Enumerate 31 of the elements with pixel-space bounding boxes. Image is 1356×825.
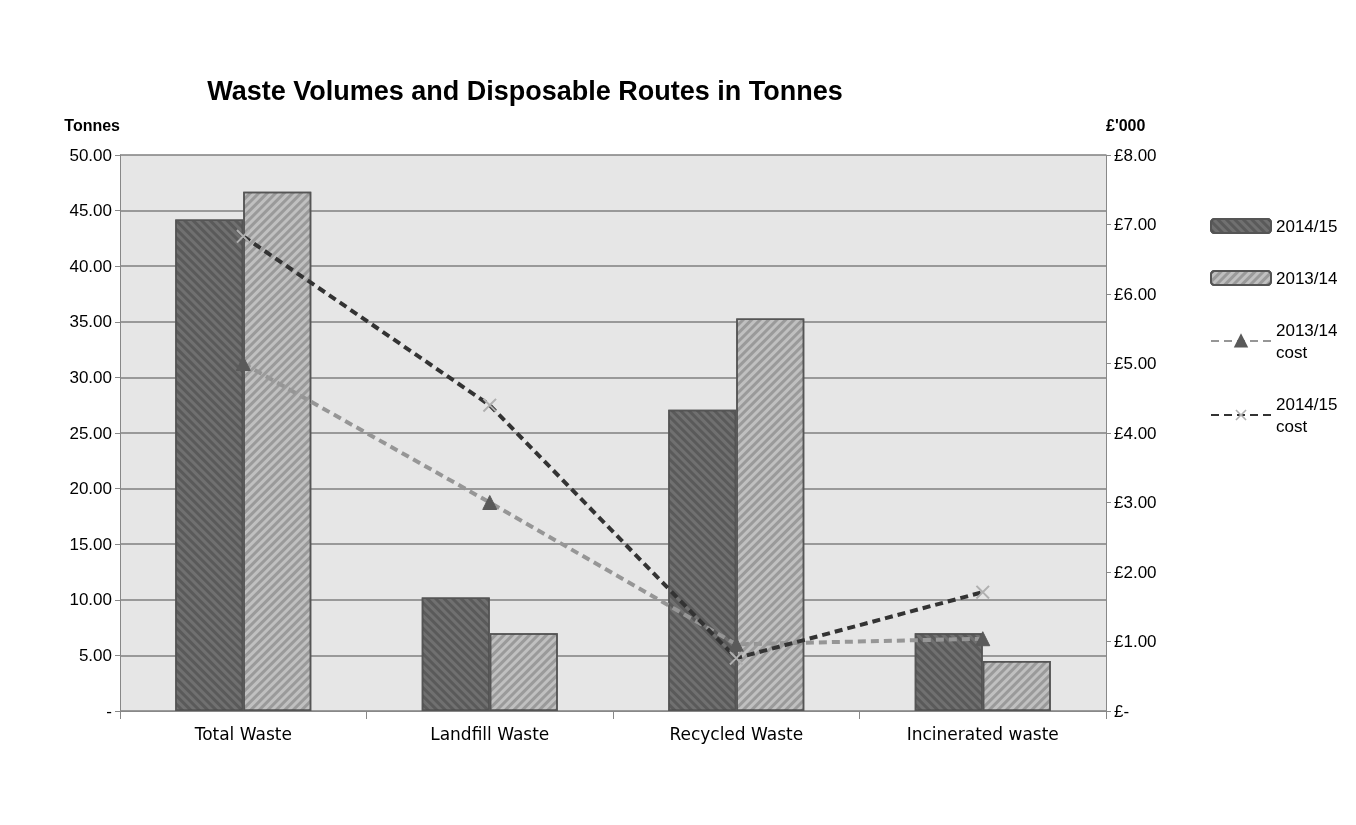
legend-label: 2013/14 cost [1276,320,1343,362]
legend-label: 2014/15 [1276,216,1338,236]
y2-axis-title: £'000 [1106,116,1146,134]
y-tick-label: 10.00 [69,590,112,610]
x-tick-label: Landfill Waste [430,723,550,744]
y-tick-label: 5.00 [78,645,112,665]
y2-tick-label: £2.00 [1114,562,1157,582]
y-tick-label: 25.00 [69,423,112,443]
y2-tick-label: £1.00 [1114,632,1157,651]
y2-tick-label: £- [1114,701,1130,721]
x-tick-label: Recycled Waste [669,723,804,744]
y2-tick-label: £8.00 [1114,145,1157,165]
y-tick-label: 20.00 [69,479,112,499]
x-tick-label: Incinerated waste [906,723,1059,744]
y-tick-label: 40.00 [69,256,112,276]
x-tick-label: Total Waste [193,723,292,744]
y2-tick-label: £3.00 [1114,493,1157,512]
y-tick-label: 50.00 [69,145,112,165]
y2-tick-label: £7.00 [1114,215,1157,234]
y-tick-label: 35.00 [69,312,112,332]
legend-label: 2013/14 [1276,268,1338,288]
y-tick-label: 30.00 [69,367,112,387]
y-tick-label: - [106,701,112,721]
chart-title: Waste Volumes and Disposable Routes in Tonnes [207,75,843,106]
y2-tick-label: £4.00 [1114,423,1157,443]
y-tick-label: 15.00 [69,534,112,554]
y-axis-title: Tonnes [64,116,121,134]
y2-tick-label: £5.00 [1114,354,1157,373]
y2-tick-label: £6.00 [1114,284,1157,304]
legend-label: 2014/15 cost [1276,394,1343,436]
y-tick-label: 45.00 [69,201,112,221]
